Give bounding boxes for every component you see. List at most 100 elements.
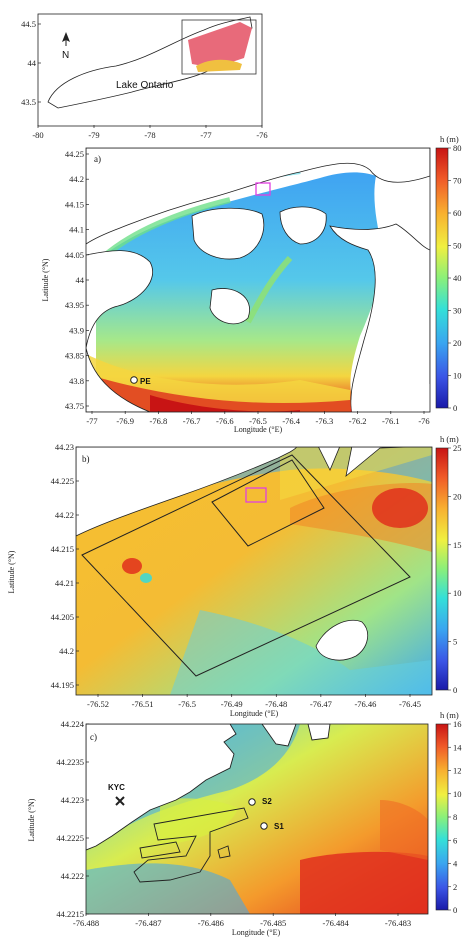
inset-map: Lake Ontario N -80 -79 -78 -77 -76 44.5 44 43.… xyxy=(21,13,268,140)
panel-b-label: b) xyxy=(82,454,90,464)
panel-c-dock xyxy=(139,841,181,859)
panel-b-domain-inner xyxy=(211,459,325,547)
site-label-kyc: KYC xyxy=(108,783,125,792)
panel-a-colorbar-title: h (m) xyxy=(440,134,459,144)
panel-c-x-tick-label: -76.484 xyxy=(322,918,349,928)
inset-x-tick-label: -79 xyxy=(88,130,99,140)
panel-c-colorbar-tick-label: 6 xyxy=(453,835,457,845)
panel-c-x-tick-label: -76.483 xyxy=(385,918,411,928)
panel-a-x-tick-label: -76.7 xyxy=(183,416,201,426)
inset-y-tick-label: 44.5 xyxy=(21,19,36,29)
panel-c-frame xyxy=(85,723,429,915)
panel-a-colorbar-tick-label: 80 xyxy=(453,143,462,153)
panel-c-x-tick-label: -76.487 xyxy=(135,918,161,928)
panel-c-breakwater xyxy=(133,807,249,883)
panel-c-colorbar-tick-label: 12 xyxy=(453,766,462,776)
panel-c-y-tick-label: 44.223 xyxy=(61,795,84,805)
inset-study-box xyxy=(181,19,257,75)
panel-a-y-tick-label: 44 xyxy=(76,275,85,285)
panel-c: c) KYC S2 S1 -76.488 -76.487 -76.486 -76.48… xyxy=(27,710,462,937)
inset-y-tick-label: 43.5 xyxy=(21,97,36,107)
panel-b-colorbar xyxy=(435,447,449,691)
panel-a-x-ticks: -77 -76.9 -76.8 -76.7 -76.6 -76.5 -76.4 -76.3 -7… xyxy=(86,411,430,426)
panel-b-colorbar-tick-label: 0 xyxy=(453,685,457,695)
panel-a-land-east xyxy=(329,223,430,412)
panel-c-y-tick-label: 44.2215 xyxy=(56,909,84,919)
panel-c-x-ticks: -76.488 -76.487 -76.486 -76.485 -76.484 -76.4… xyxy=(73,913,411,928)
panel-b: b) -76.52 -76.51 -76.5 -76.49 -76.48 -76.47 -7… xyxy=(7,434,462,718)
panel-a-colorbar-tick-label: 70 xyxy=(453,176,462,186)
panel-c-colorbar-tick-label: 8 xyxy=(453,812,457,822)
panel-b-colorbar-tick-label: 15 xyxy=(453,540,462,550)
panel-c-x-tick-label: -76.485 xyxy=(260,918,286,928)
panel-a-x-tick-label: -76.5 xyxy=(249,416,267,426)
panel-b-x-tick-label: -76.48 xyxy=(265,699,287,709)
panel-b-x-tick-label: -76.51 xyxy=(132,699,154,709)
panel-b-y-tick-label: 44.21 xyxy=(55,578,74,588)
site-marker-kyc xyxy=(115,796,125,806)
panel-c-label: c) xyxy=(90,732,97,742)
panel-a-colorbar xyxy=(435,147,449,409)
panel-a-y-tick-label: 43.95 xyxy=(65,300,84,310)
north-arrow: N xyxy=(62,32,70,61)
panel-a-island-wolfe xyxy=(191,207,265,260)
panel-a-x-tick-label: -76.6 xyxy=(216,416,234,426)
panel-a-colorbar-tick-label: 20 xyxy=(453,338,462,348)
panel-a-colorbar-tick-label: 30 xyxy=(453,306,462,316)
panel-a-y-tick-label: 44.05 xyxy=(65,250,84,260)
site-label-pe: PE xyxy=(140,377,151,386)
panel-c-y-tick-label: 44.222 xyxy=(61,871,84,881)
panel-c-colorbar-ticks: 16 14 12 10 8 6 4 2 0 xyxy=(448,719,462,915)
panel-c-y-ticks: 44.224 44.2235 44.223 44.2225 44.222 44.2215 xyxy=(56,719,89,919)
panel-c-colorbar xyxy=(435,723,449,911)
panel-a: a) PE -77 -76.9 -76.8 -76.7 -76.6 -76.5 -76.4-… xyxy=(41,134,462,434)
panel-b-ylabel: Latitude (°N) xyxy=(7,550,16,593)
north-label: N xyxy=(62,50,69,61)
north-arrow-icon xyxy=(62,32,70,42)
panel-a-colorbar-ticks: 80 70 60 50 40 30 20 10 0 xyxy=(448,143,462,413)
inset-x-tick-label: -78 xyxy=(144,130,155,140)
panel-a-xlabel: Longitude (°E) xyxy=(234,425,283,434)
panel-a-x-tick-label: -76.1 xyxy=(382,416,400,426)
panel-a-island-south xyxy=(209,288,250,325)
panel-a-x-tick-label: -76 xyxy=(418,416,429,426)
panel-b-colorbar-tick-label: 25 xyxy=(453,443,462,453)
panel-c-ylabel: Latitude (°N) xyxy=(27,798,36,841)
panel-b-x-tick-label: -76.47 xyxy=(310,699,332,709)
panel-b-shoreline xyxy=(76,447,432,537)
panel-b-frame xyxy=(75,446,433,696)
panel-a-colorbar-tick-label: 0 xyxy=(453,403,457,413)
panel-b-colorbar-title: h (m) xyxy=(440,434,459,444)
panel-c-colorbar-tick-label: 14 xyxy=(453,742,462,752)
panel-b-domain-outer xyxy=(81,454,411,677)
site-label-s1: S1 xyxy=(274,822,284,831)
site-label-s2: S2 xyxy=(262,797,272,806)
panel-a-ylabel: Latitude (°N) xyxy=(41,258,50,301)
panel-b-y-tick-label: 44.215 xyxy=(51,544,74,554)
panel-b-x-tick-label: -76.49 xyxy=(221,699,243,709)
panel-a-island-east xyxy=(279,206,327,245)
panel-b-y-tick-label: 44.22 xyxy=(55,510,74,520)
panel-c-y-tick-label: 44.2225 xyxy=(56,833,84,843)
panel-c-colorbar-title: h (m) xyxy=(440,710,459,720)
panel-b-y-ticks: 44.23 44.225 44.22 44.215 44.21 44.205 44.2 44.… xyxy=(51,442,79,690)
inset-x-tick-label: -77 xyxy=(200,130,211,140)
panel-b-zoom-box xyxy=(245,487,267,503)
panel-b-x-tick-label: -76.46 xyxy=(354,699,376,709)
panel-b-xlabel: Longitude (°E) xyxy=(230,709,279,718)
panel-b-y-tick-label: 44.225 xyxy=(51,476,74,486)
inset-bathymetry-patch xyxy=(188,22,252,68)
panel-b-x-tick-label: -76.5 xyxy=(178,699,196,709)
panel-c-land xyxy=(86,724,237,851)
inset-x-tick-label: -76 xyxy=(256,130,267,140)
panel-b-colorbar-tick-label: 5 xyxy=(453,637,457,647)
inset-y-tick-label: 44 xyxy=(28,58,37,68)
site-marker-s1 xyxy=(260,822,268,830)
panel-a-y-tick-label: 44.1 xyxy=(69,225,84,235)
panel-a-colorbar-tick-label: 60 xyxy=(453,208,462,218)
panel-a-x-tick-label: -76.9 xyxy=(116,416,134,426)
panel-b-colorbar-ticks: 25 20 15 10 5 0 xyxy=(448,443,462,695)
panel-c-colorbar-tick-label: 10 xyxy=(453,789,462,799)
panel-a-y-tick-label: 43.75 xyxy=(65,401,84,411)
